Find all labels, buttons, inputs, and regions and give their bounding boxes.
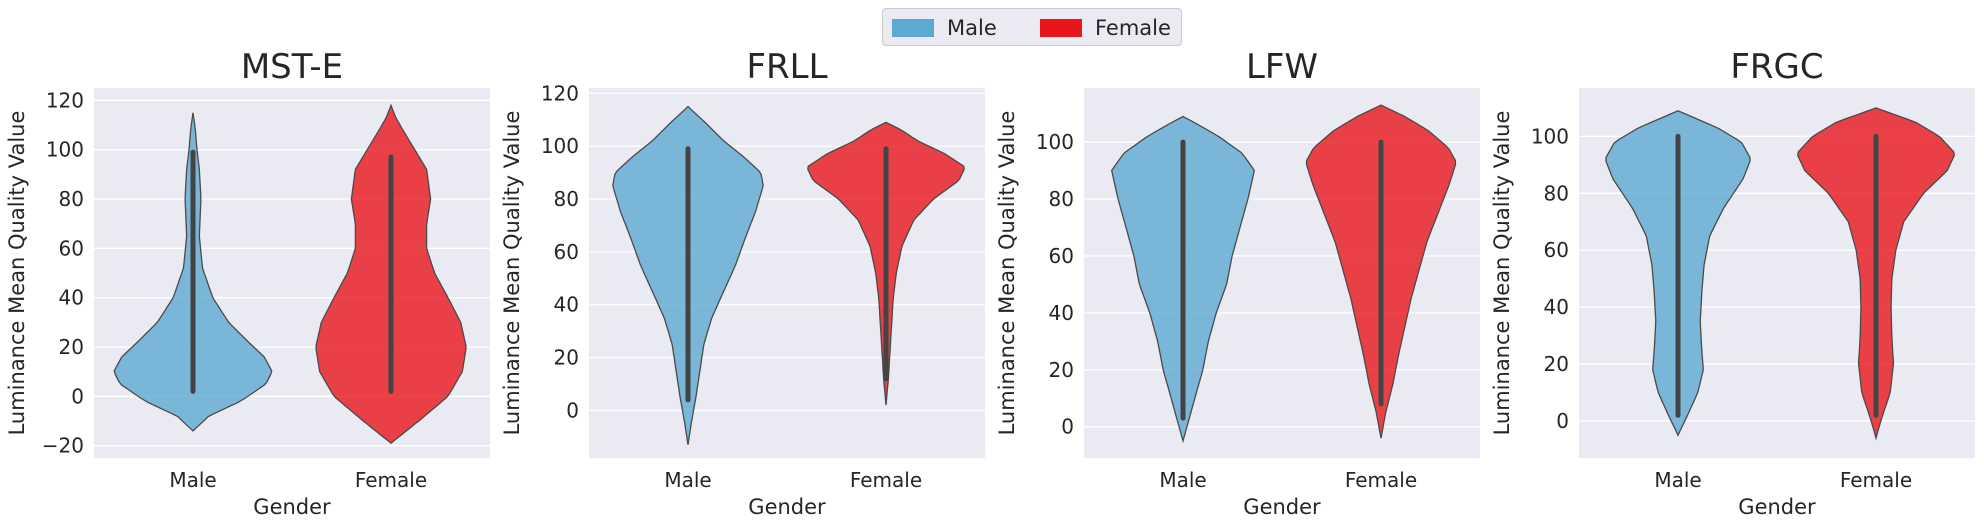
legend-label-male: Male — [947, 16, 997, 40]
chart-title: FRLL — [746, 47, 827, 87]
chart-panel-frll: 0 20 40 60 80 100 120 Male Female Gender Luminance… — [500, 47, 985, 519]
x-tick-label: Male — [169, 468, 216, 492]
y-tick-label: 80 — [59, 187, 84, 211]
chart-title: LFW — [1246, 47, 1318, 87]
y-tick-label: −20 — [42, 434, 84, 458]
y-tick-label: 60 — [1049, 244, 1074, 268]
y-axis-label: Luminance Mean Quality Value — [500, 111, 524, 436]
chart-panel-lfw: 0 20 40 60 80 100 Male Female Gender Luminance Me… — [995, 47, 1480, 519]
y-tick-label: 100 — [1531, 124, 1569, 148]
y-tick-label: 100 — [1036, 130, 1074, 154]
legend-item-male: Male — [892, 9, 997, 47]
y-tick-label: 80 — [554, 187, 579, 211]
y-tick-label: 20 — [59, 335, 84, 359]
chart-panel-mst-e: −20 0 20 40 60 80 100 120 Male Female Gender Lumina… — [5, 47, 490, 519]
x-tick-label: Female — [355, 468, 427, 492]
x-tick-label: Male — [664, 468, 711, 492]
y-tick-label: 100 — [46, 138, 84, 162]
y-tick-label: 120 — [541, 81, 579, 105]
x-tick-label: Female — [1345, 468, 1417, 492]
x-axis-label: Gender — [253, 495, 331, 519]
y-tick-label: 40 — [59, 286, 84, 310]
x-axis-label: Gender — [1738, 495, 1816, 519]
chart-title: FRGC — [1730, 47, 1823, 87]
y-tick-label: 0 — [71, 384, 84, 408]
y-tick-label: 100 — [541, 134, 579, 158]
y-tick-label: 60 — [59, 236, 84, 260]
legend-swatch-female — [1040, 19, 1082, 37]
chart-panel-frgc: 0 20 40 60 80 100 Male Female Gender Luminance Me… — [1490, 47, 1975, 519]
x-tick-label: Male — [1654, 468, 1701, 492]
x-axis-label: Gender — [748, 495, 826, 519]
y-tick-label: 120 — [46, 88, 84, 112]
y-tick-label: 20 — [1544, 352, 1569, 376]
y-tick-label: 40 — [554, 293, 579, 317]
y-axis-label: Luminance Mean Quality Value — [5, 111, 29, 436]
y-tick-label: 60 — [554, 240, 579, 264]
y-tick-label: 0 — [1061, 415, 1074, 439]
legend-item-female: Female — [1040, 9, 1171, 47]
x-axis-label: Gender — [1243, 495, 1321, 519]
legend-swatch-male — [892, 19, 934, 37]
x-tick-label: Female — [1840, 468, 1912, 492]
legend: Male Female — [882, 8, 1182, 46]
x-tick-label: Female — [850, 468, 922, 492]
x-tick-label: Male — [1159, 468, 1206, 492]
y-tick-label: 40 — [1049, 301, 1074, 325]
y-tick-label: 60 — [1544, 238, 1569, 262]
y-tick-label: 20 — [554, 346, 579, 370]
y-tick-label: 40 — [1544, 295, 1569, 319]
y-axis-label: Luminance Mean Quality Value — [995, 111, 1019, 436]
y-tick-label: 80 — [1544, 181, 1569, 205]
y-tick-label: 20 — [1049, 358, 1074, 382]
chart-title: MST-E — [241, 47, 343, 87]
y-tick-label: 80 — [1049, 187, 1074, 211]
y-tick-label: 0 — [566, 398, 579, 422]
y-axis-label: Luminance Mean Quality Value — [1490, 111, 1514, 436]
legend-label-female: Female — [1095, 16, 1171, 40]
y-tick-label: 0 — [1556, 409, 1569, 433]
